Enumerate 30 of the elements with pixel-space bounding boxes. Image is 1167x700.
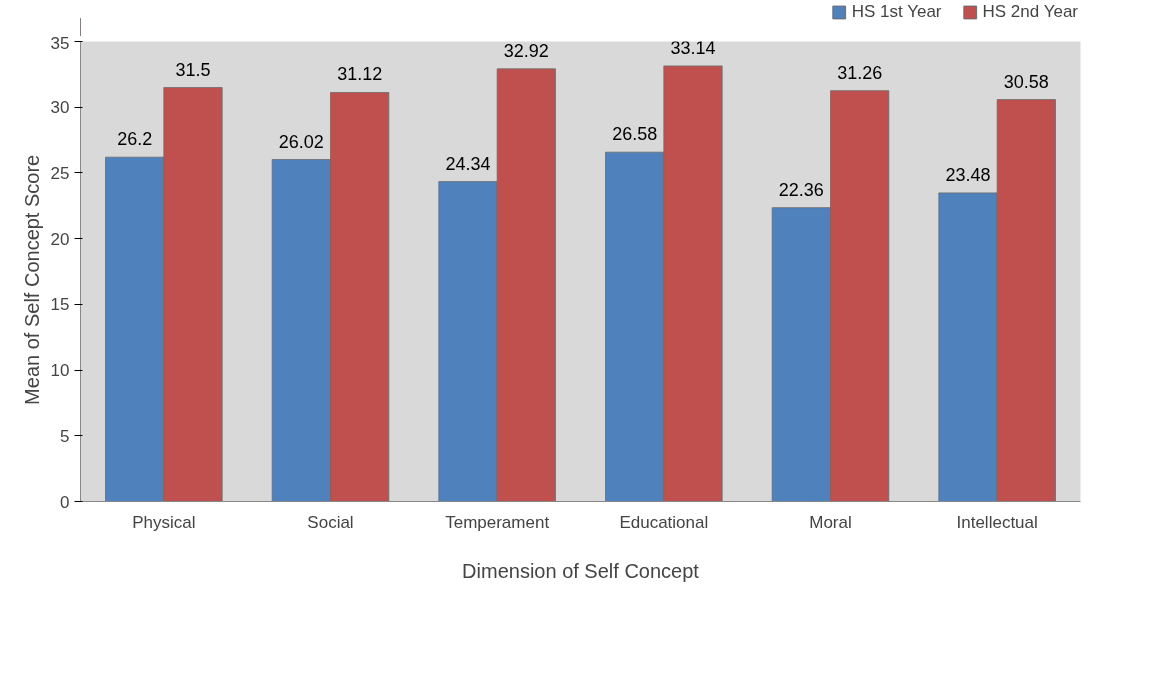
y-tick-label: 10	[50, 361, 70, 381]
data-label: 32.92	[503, 40, 549, 61]
data-label: 22.36	[778, 179, 824, 200]
y-tick-label: 15	[50, 295, 70, 315]
data-label: 31.26	[837, 62, 883, 83]
data-label: 31.12	[337, 64, 383, 85]
data-label: 33.14	[670, 37, 716, 58]
y-tick-label: 0	[60, 492, 70, 512]
y-axis-title: Mean of Self Concept Score	[20, 154, 43, 405]
y-tick-label: 30	[50, 98, 70, 118]
data-label: 24.34	[445, 153, 491, 174]
y-tick-label: 20	[50, 229, 70, 249]
x-tick-label: Social	[307, 512, 354, 532]
y-tick-label: 5	[60, 426, 70, 446]
data-label: 31.5	[175, 59, 211, 80]
data-label: 26.58	[612, 124, 658, 145]
legend-label: HS 2nd Year	[982, 2, 1078, 22]
x-tick-label: Moral	[809, 512, 852, 532]
y-tick-label: 35	[50, 33, 70, 53]
x-tick-label: Temperament	[445, 512, 550, 532]
legend-label: HS 1st Year	[851, 2, 942, 22]
data-label: 23.48	[945, 164, 991, 185]
x-axis-title: Dimension of Self Concept	[462, 559, 700, 582]
data-label: 26.02	[278, 131, 324, 152]
data-label: 30.58	[1003, 71, 1049, 92]
x-tick-label: Intellectual	[956, 512, 1038, 532]
data-label: 26.2	[117, 129, 153, 150]
x-tick-label: Educational	[619, 512, 709, 532]
x-tick-label: Physical	[132, 512, 196, 532]
y-tick-label: 25	[50, 163, 70, 183]
